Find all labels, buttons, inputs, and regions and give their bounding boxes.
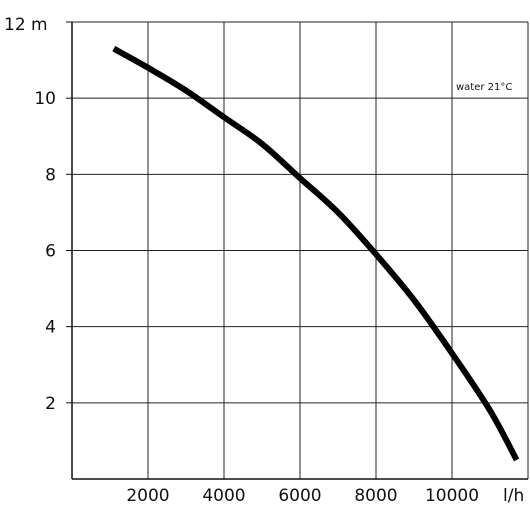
x-tick-label: 6000 — [278, 486, 321, 506]
y-tick-label: 2 — [45, 394, 56, 414]
axes — [66, 21, 528, 480]
y-tick-labels: 2 4 6 8 10 — [34, 89, 56, 414]
y-tick-label: 10 — [34, 89, 56, 109]
annotation-water-temp: water 21°C — [456, 82, 512, 93]
x-axis-unit-label: l/h — [503, 486, 524, 506]
y-tick-label: 6 — [45, 242, 56, 262]
x-tick-labels: 2000 4000 6000 8000 10000 — [126, 486, 479, 506]
y-axis-top-label: 12 m — [4, 15, 48, 35]
x-tick-label: 2000 — [126, 486, 169, 506]
y-tick-label: 4 — [45, 318, 56, 338]
x-tick-label: 10000 — [425, 486, 479, 506]
grid — [72, 21, 529, 479]
x-tick-label: 4000 — [202, 486, 245, 506]
x-tick-label: 8000 — [354, 486, 397, 506]
series-line-group — [112, 46, 520, 462]
y-tick-label: 8 — [45, 165, 56, 185]
series-line — [112, 46, 520, 462]
